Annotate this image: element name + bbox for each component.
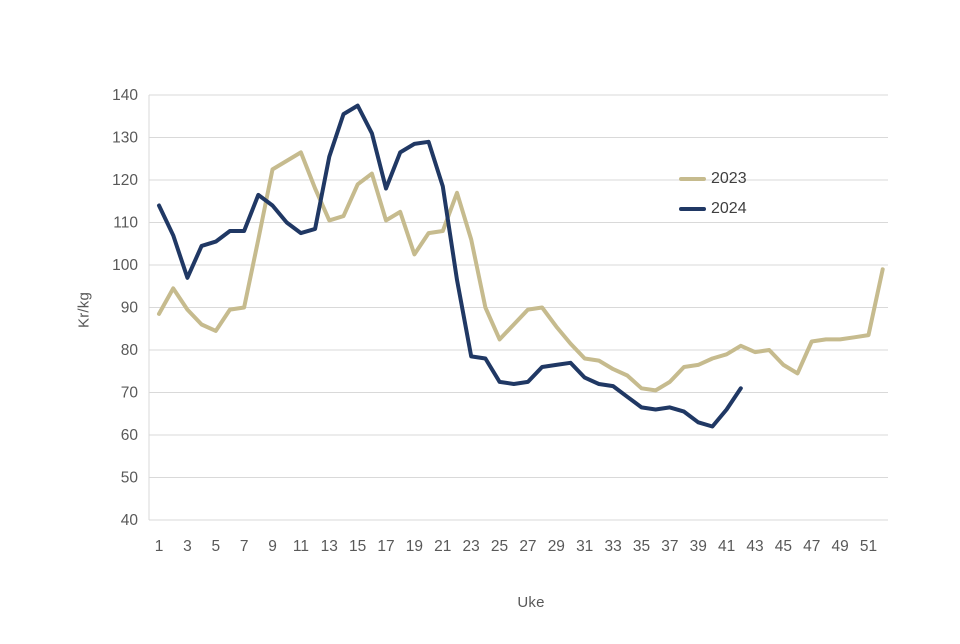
x-tick-label-31: 31 (576, 538, 593, 555)
x-tick-label-17: 17 (377, 538, 394, 555)
x-tick-label-45: 45 (775, 538, 792, 555)
legend: 2023 2024 (679, 164, 747, 224)
x-tick-label-37: 37 (661, 538, 678, 555)
y-tick-label-130: 130 (112, 130, 138, 147)
x-tick-label-35: 35 (633, 538, 650, 555)
y-tick-label-50: 50 (121, 470, 139, 487)
x-tick-label-25: 25 (491, 538, 508, 555)
legend-line-2023-icon (679, 177, 706, 181)
x-tick-label-29: 29 (548, 538, 565, 555)
x-tick-label-51: 51 (860, 538, 877, 555)
x-tick-label-23: 23 (463, 538, 480, 555)
x-tick-label-41: 41 (718, 538, 735, 555)
x-tick-label-43: 43 (746, 538, 763, 555)
y-tick-label-90: 90 (121, 300, 139, 317)
y-tick-label-110: 110 (113, 215, 138, 232)
x-tick-label-47: 47 (803, 538, 820, 555)
y-tick-label-70: 70 (121, 385, 139, 402)
legend-line-2024-icon (679, 207, 706, 211)
y-tick-label-80: 80 (121, 342, 139, 359)
x-tick-label-5: 5 (211, 538, 220, 555)
x-tick-label-3: 3 (183, 538, 192, 555)
series-line-2023 (157, 150, 885, 393)
y-tick-label-100: 100 (112, 257, 138, 274)
y-tick-label-40: 40 (121, 512, 139, 529)
legend-item-2024: 2024 (679, 194, 747, 224)
x-tick-label-21: 21 (434, 538, 451, 555)
series-line-2024 (157, 103, 743, 429)
legend-item-2023: 2023 (679, 164, 747, 194)
x-tick-label-1: 1 (155, 538, 164, 555)
y-tick-label-120: 120 (112, 172, 138, 189)
x-tick-label-27: 27 (519, 538, 536, 555)
x-axis-title: Uke (517, 594, 545, 611)
x-tick-label-15: 15 (349, 538, 366, 555)
y-tick-label-60: 60 (121, 427, 139, 444)
legend-label-2024: 2024 (711, 200, 747, 217)
x-tick-label-7: 7 (240, 538, 249, 555)
x-tick-label-19: 19 (406, 538, 423, 555)
x-tick-label-39: 39 (690, 538, 707, 555)
x-tick-label-49: 49 (831, 538, 848, 555)
x-tick-label-11: 11 (293, 538, 309, 555)
y-axis-title: Kr/kg (75, 291, 93, 329)
y-tick-label-140: 140 (112, 87, 138, 104)
x-tick-label-33: 33 (604, 538, 621, 555)
legend-label-2023: 2023 (711, 170, 747, 187)
x-tick-label-13: 13 (321, 538, 338, 555)
x-tick-label-9: 9 (268, 538, 277, 555)
